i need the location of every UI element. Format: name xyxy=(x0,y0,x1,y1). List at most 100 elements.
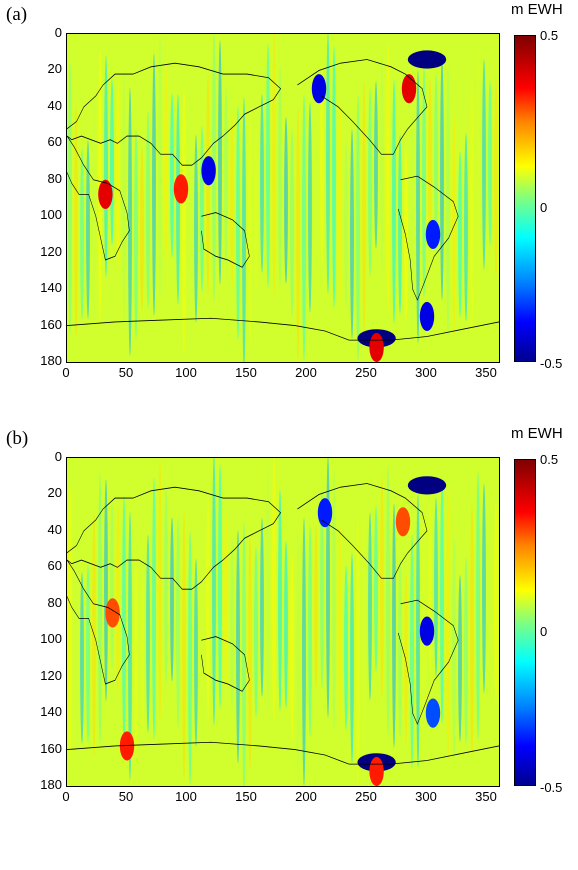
stripe-mark xyxy=(440,479,444,725)
stripe-mark xyxy=(314,524,318,690)
stripe-mark xyxy=(224,86,228,266)
x-tick-label: 150 xyxy=(235,365,257,380)
stripe-mark xyxy=(128,87,132,357)
anomaly-mark xyxy=(425,698,441,728)
stripe-mark xyxy=(458,574,462,742)
stripe-mark xyxy=(86,563,90,743)
stripe-mark xyxy=(140,570,144,736)
stripe-mark xyxy=(398,134,402,314)
stripe-mark xyxy=(452,113,456,336)
stripe-mark xyxy=(236,530,240,764)
stripe-mark xyxy=(74,528,78,763)
stripe-mark xyxy=(242,521,246,786)
panel-b: (b) m EWH 0.5 0 -0.5 0 20 40 60 80 100 120 140 1… xyxy=(0,424,578,844)
stripe-mark xyxy=(80,148,84,320)
stripe-mark xyxy=(416,70,420,344)
stripe-mark xyxy=(434,497,438,677)
stripe-mark xyxy=(326,458,330,718)
ewh-map xyxy=(66,457,500,787)
stripe-mark xyxy=(134,553,138,763)
y-tick-label: 20 xyxy=(47,61,62,77)
stripe-mark xyxy=(182,512,186,781)
anomaly-mark xyxy=(407,476,447,495)
stripe-mark xyxy=(206,497,210,719)
stripe-mark xyxy=(428,78,432,251)
anomaly-mark xyxy=(105,598,120,628)
stripe-mark xyxy=(302,94,306,362)
y-tick-label: 0 xyxy=(54,449,62,464)
stripe-mark xyxy=(386,41,390,314)
stripe-mark xyxy=(248,535,252,770)
stripe-mark xyxy=(380,476,384,698)
stripe-mark xyxy=(392,79,396,324)
stripe-mark xyxy=(170,93,174,258)
stripe-mark xyxy=(140,146,144,312)
stripe-mark xyxy=(242,97,246,362)
colorbar-tick-mid: 0 xyxy=(540,200,548,215)
stripe-mark xyxy=(266,467,270,712)
stripe-mark xyxy=(164,487,168,686)
stripe-mark xyxy=(164,63,168,262)
anomaly-mark xyxy=(317,498,333,528)
stripe-mark xyxy=(152,477,156,740)
stripe-mark xyxy=(482,59,486,270)
stripe-mark xyxy=(308,526,312,737)
y-tick-label: 60 xyxy=(47,558,62,574)
x-tick-label: 300 xyxy=(415,365,437,380)
stripe-mark xyxy=(134,129,138,339)
stripe-mark xyxy=(320,65,324,265)
stripe-mark xyxy=(68,61,72,335)
coastline xyxy=(201,212,250,268)
anomaly-mark xyxy=(419,301,435,332)
anomaly-mark xyxy=(98,179,113,209)
coastline xyxy=(67,317,499,341)
stripe-mark xyxy=(494,503,498,702)
stripe-mark xyxy=(332,45,336,309)
stripe-mark xyxy=(200,125,204,293)
stripe-mark xyxy=(80,572,84,744)
stripe-mark xyxy=(194,558,198,747)
stripe-mark xyxy=(284,541,288,708)
x-tick-label: 100 xyxy=(175,789,197,804)
stripe-mark xyxy=(422,489,426,723)
y-tick-label: 60 xyxy=(47,134,62,150)
stripe-mark xyxy=(86,139,90,319)
stripe-mark xyxy=(434,73,438,253)
stripe-mark xyxy=(440,55,444,301)
anomaly-mark xyxy=(201,156,216,186)
stripe-mark xyxy=(410,534,414,769)
stripe-mark xyxy=(116,80,120,269)
y-tick-label: 20 xyxy=(47,485,62,501)
y-tick-label: 140 xyxy=(40,704,62,720)
stripe-mark xyxy=(344,141,348,306)
stripe-mark xyxy=(344,565,348,730)
stripe-mark xyxy=(230,113,234,286)
stripe-mark xyxy=(188,107,192,362)
x-tick-label: 250 xyxy=(355,789,377,804)
colorbar xyxy=(514,459,536,786)
stripe-mark xyxy=(278,65,282,288)
stripe-mark xyxy=(158,34,162,298)
x-tick-label: 350 xyxy=(475,789,497,804)
stripe-mark xyxy=(74,104,78,339)
y-tick-label: 80 xyxy=(47,594,62,610)
stripe-mark xyxy=(182,88,186,357)
stripe-mark xyxy=(368,512,372,701)
coastline xyxy=(67,486,282,590)
coastline xyxy=(297,59,428,155)
stripe-mark xyxy=(272,458,276,723)
stripe-mark xyxy=(278,489,282,712)
anomaly-mark xyxy=(395,507,411,537)
stripe-mark xyxy=(110,78,114,246)
stripe-mark xyxy=(326,34,330,294)
stripe-mark xyxy=(104,55,108,278)
stripe-mark xyxy=(308,102,312,313)
stripe-mark xyxy=(146,534,150,733)
stripe-mark xyxy=(410,110,414,345)
colorbar-tick-min: -0.5 xyxy=(540,780,563,795)
stripe-mark xyxy=(476,471,480,740)
colorbar-tick-mid: 0 xyxy=(540,624,548,639)
coastline xyxy=(67,559,130,685)
stripe-mark xyxy=(338,101,342,301)
stripe-mark xyxy=(98,473,102,746)
